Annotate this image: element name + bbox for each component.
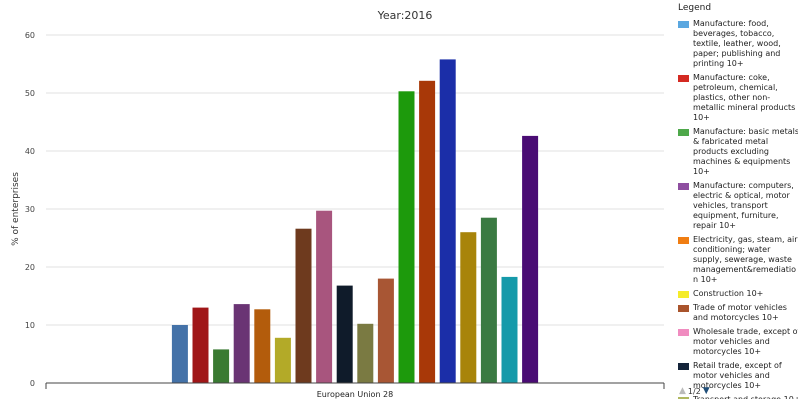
- legend-swatch: [678, 363, 689, 370]
- bar[interactable]: [213, 349, 230, 383]
- legend-swatch: [678, 397, 689, 399]
- legend-item[interactable]: Manufacture: coke, petroleum, chemical, …: [678, 73, 798, 123]
- legend-item[interactable]: Construction 10+: [678, 289, 798, 299]
- pager-up-icon[interactable]: ▲: [679, 386, 686, 396]
- legend-item[interactable]: Manufacture: computers, electric & optic…: [678, 181, 798, 231]
- legend-title: Legend: [678, 3, 712, 13]
- y-axis-label: % of enterprises: [11, 172, 21, 246]
- legend-item[interactable]: Retail trade, except of motor vehicles a…: [678, 361, 798, 391]
- legend-list: Manufacture: food, beverages, tobacco, t…: [678, 19, 798, 399]
- bars: [171, 59, 539, 384]
- legend-swatch: [678, 75, 689, 82]
- legend-label: Manufacture: coke, petroleum, chemical, …: [693, 73, 796, 122]
- legend-label: Retail trade, except of motor vehicles a…: [693, 361, 782, 390]
- legend-label: Transport and storage 10+: [693, 395, 798, 399]
- legend-label: Construction 10+: [693, 289, 764, 298]
- bar[interactable]: [501, 276, 518, 383]
- bar[interactable]: [357, 323, 374, 383]
- bar[interactable]: [336, 285, 353, 383]
- legend-swatch: [678, 129, 689, 136]
- bar[interactable]: [171, 325, 188, 383]
- legend-label: Trade of motor vehicles and motorcycles …: [693, 303, 787, 322]
- bar[interactable]: [295, 228, 312, 383]
- bar[interactable]: [316, 210, 333, 383]
- legend-label: Manufacture: basic metals & fabricated m…: [693, 127, 798, 176]
- bar[interactable]: [274, 337, 291, 383]
- bar[interactable]: [377, 278, 394, 383]
- legend-label: Electricity, gas, steam, air conditionin…: [693, 235, 798, 284]
- y-gridlines: [46, 34, 664, 326]
- bar[interactable]: [398, 91, 415, 384]
- legend-pager: ▲ 1/2 ▼: [679, 386, 710, 396]
- bar[interactable]: [439, 59, 456, 384]
- bar[interactable]: [522, 135, 539, 383]
- pager-down-icon[interactable]: ▼: [702, 386, 710, 396]
- legend-swatch: [678, 237, 689, 244]
- bar[interactable]: [460, 232, 477, 383]
- bar[interactable]: [480, 217, 497, 383]
- y-tick-label: 50: [25, 89, 35, 98]
- legend-swatch: [678, 291, 689, 298]
- chart-title: Year:2016: [377, 9, 433, 22]
- bar-chart: Year:2016 0 10 20 30 40 50 60 % of enterprises…: [11, 9, 665, 399]
- pager-text: 1/2: [687, 386, 701, 396]
- bar[interactable]: [254, 309, 271, 383]
- legend-item[interactable]: Wholesale trade, except of motor vehicle…: [678, 327, 798, 357]
- y-tick-label: 60: [25, 31, 35, 40]
- legend-label: Manufacture: computers, electric & optic…: [693, 181, 794, 230]
- legend-swatch: [678, 305, 689, 312]
- legend-swatch: [678, 183, 689, 190]
- legend-item[interactable]: Manufacture: food, beverages, tobacco, t…: [678, 19, 798, 69]
- legend-item[interactable]: Electricity, gas, steam, air conditionin…: [678, 235, 798, 285]
- y-tick-label: 30: [25, 205, 35, 214]
- bar[interactable]: [233, 304, 250, 383]
- x-category-label: European Union 28: [317, 390, 393, 399]
- y-tick-label: 0: [30, 379, 35, 388]
- bar[interactable]: [419, 80, 436, 384]
- legend-label: Manufacture: food, beverages, tobacco, t…: [693, 19, 781, 68]
- y-tick-label: 20: [25, 263, 35, 272]
- legend-swatch: [678, 21, 689, 28]
- y-tick-label: 10: [25, 321, 35, 330]
- legend-swatch: [678, 329, 689, 336]
- y-tick-labels: 0 10 20 30 40 50 60: [25, 31, 35, 388]
- legend-item[interactable]: Transport and storage 10+: [678, 395, 798, 399]
- y-tick-label: 40: [25, 147, 35, 156]
- bar[interactable]: [192, 307, 209, 383]
- legend-item[interactable]: Manufacture: basic metals & fabricated m…: [678, 127, 798, 177]
- legend-item[interactable]: Trade of motor vehicles and motorcycles …: [678, 303, 798, 323]
- legend-panel: Legend Manufacture: food, beverages, tob…: [672, 0, 798, 399]
- legend-label: Wholesale trade, except of motor vehicle…: [693, 327, 798, 356]
